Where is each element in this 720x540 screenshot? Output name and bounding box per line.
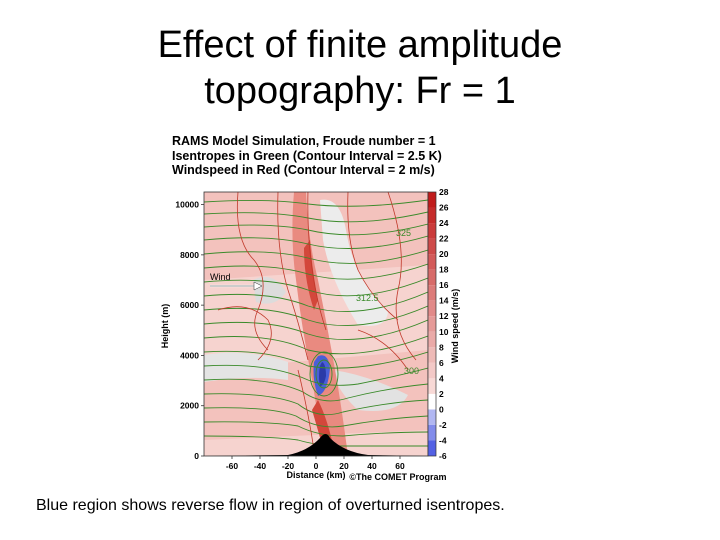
contour-label-325: 325 bbox=[396, 228, 411, 238]
colorbar-segment bbox=[428, 223, 436, 239]
windspeed-contours bbox=[217, 192, 417, 451]
contour-label-300: 300 bbox=[404, 366, 419, 376]
colorbar-tick-label: 8 bbox=[439, 342, 444, 352]
colorbar-tick-label: 24 bbox=[439, 218, 449, 228]
y-axis-label: Height (m) bbox=[160, 304, 170, 349]
x-tick-label: 0 bbox=[314, 461, 319, 471]
colorbar-segment bbox=[428, 362, 436, 379]
y-tick-label: 10000 bbox=[175, 200, 199, 210]
y-tick-label: 4000 bbox=[180, 350, 199, 360]
colorbar-tick-label: 16 bbox=[439, 280, 449, 290]
colorbar-tick-label: 10 bbox=[439, 327, 449, 337]
colorbar-tick-label: 2 bbox=[439, 389, 444, 399]
colorbar-segment bbox=[428, 316, 436, 332]
colorbar-segment bbox=[428, 238, 436, 255]
colorbar-tick-label: 14 bbox=[439, 296, 449, 306]
y-tick-label: 2000 bbox=[180, 401, 199, 411]
colorbar-segment bbox=[428, 440, 436, 456]
slide-title: Effect of finite amplitude topography: F… bbox=[0, 22, 720, 114]
wind-label: Wind bbox=[210, 272, 231, 282]
colorbar-segment bbox=[428, 393, 436, 410]
figure-header-line-3: Windspeed in Red (Contour Interval = 2 m… bbox=[172, 163, 435, 177]
copyright-credit: ©The COMET Program bbox=[349, 472, 446, 482]
colorbar-tick-label: 22 bbox=[439, 234, 449, 244]
colorbar-tick-label: -2 bbox=[439, 420, 447, 430]
y-tick-label: 0 bbox=[194, 451, 199, 461]
x-tick-label: -20 bbox=[282, 461, 295, 471]
contour-label-312-5: 312.5 bbox=[356, 293, 379, 303]
slide-title-line-1: Effect of finite amplitude bbox=[157, 24, 563, 66]
y-tick-label: 6000 bbox=[180, 300, 199, 310]
figure-header-line-2: Isentropes in Green (Contour Interval = … bbox=[172, 148, 442, 163]
colorbar-segment bbox=[428, 378, 436, 394]
slide-title-line-2: topography: Fr = 1 bbox=[204, 70, 516, 112]
colorbar-tick-label: 20 bbox=[439, 249, 449, 259]
x-tick-label: 20 bbox=[339, 461, 349, 471]
rams-figure: RAMS Model Simulation, Froude number = 1… bbox=[158, 130, 498, 486]
wind-arrow-icon bbox=[210, 281, 263, 291]
low-wind-region bbox=[253, 276, 286, 304]
colorbar-label: Wind speed (m/s) bbox=[450, 289, 460, 363]
x-tick-label: -60 bbox=[226, 461, 239, 471]
y-axis: 0 2000 4000 6000 8000 10000 bbox=[175, 200, 204, 461]
colorbar-tick-label: 26 bbox=[439, 203, 449, 213]
x-axis: -60 -40 -20 0 20 40 60 bbox=[226, 456, 405, 471]
slide-caption: Blue region shows reverse flow in region… bbox=[36, 497, 505, 514]
colorbar-tick-label: -4 bbox=[439, 435, 447, 445]
colorbar-segment bbox=[428, 254, 436, 270]
colorbar-segment bbox=[428, 331, 436, 348]
colorbar-segment bbox=[428, 192, 436, 208]
isentropes bbox=[204, 199, 428, 447]
low-wind-region bbox=[204, 352, 288, 382]
colorbar-segment bbox=[428, 285, 436, 301]
x-tick-label: 40 bbox=[367, 461, 377, 471]
colorbar-segment bbox=[428, 347, 436, 363]
low-wind-region bbox=[333, 370, 408, 411]
colorbar-tick-label: 4 bbox=[439, 373, 444, 383]
colorbar-tick-label: 28 bbox=[439, 187, 449, 197]
x-tick-label: -40 bbox=[254, 461, 267, 471]
figure-header-line-1: RAMS Model Simulation, Froude number = 1 bbox=[172, 134, 436, 148]
simulation-plot: 325 312.5 300 Wind 020004000600080001000… bbox=[160, 187, 460, 482]
x-tick-label: 60 bbox=[395, 461, 405, 471]
colorbar-segment bbox=[428, 424, 436, 441]
colorbar-segment bbox=[428, 207, 436, 224]
terrain-ridge bbox=[204, 434, 428, 456]
colorbar-segment bbox=[428, 409, 436, 425]
figure-header: RAMS Model Simulation, Froude number = 1… bbox=[172, 134, 442, 178]
colorbar-tick-label: 18 bbox=[439, 265, 449, 275]
colorbar-tick-label: 12 bbox=[439, 311, 449, 321]
colorbar-tick-label: 0 bbox=[439, 404, 444, 414]
colorbar-tick-label: -6 bbox=[439, 451, 447, 461]
colorbar-segment bbox=[428, 269, 436, 286]
x-axis-label: Distance (km) bbox=[286, 470, 345, 480]
y-tick-label: 8000 bbox=[180, 250, 199, 260]
colorbar-tick-label: 6 bbox=[439, 358, 444, 368]
colorbar-segment bbox=[428, 300, 436, 317]
